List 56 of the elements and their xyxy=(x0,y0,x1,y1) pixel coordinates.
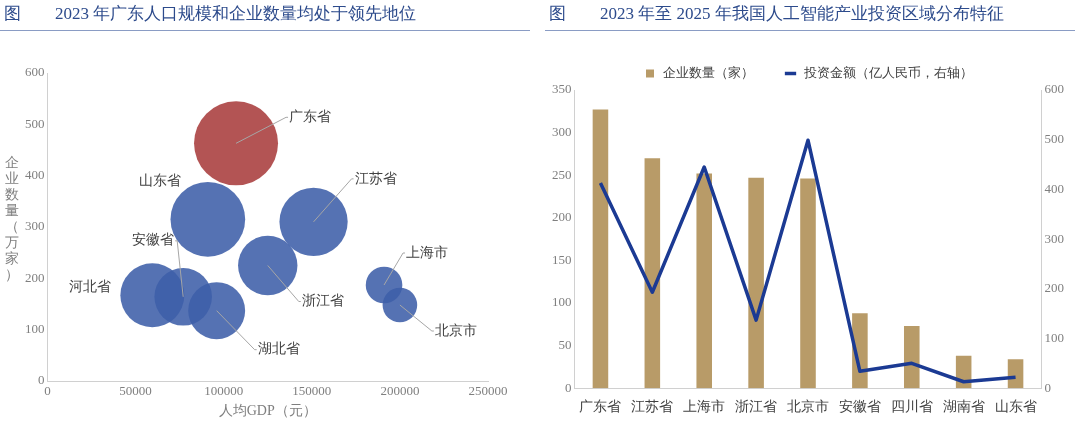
y-tick-label: 100 xyxy=(552,294,572,310)
x-tick-label: 150000 xyxy=(292,383,332,399)
y-tick-label: 200 xyxy=(552,209,572,225)
x-tick-label: 安徽省 xyxy=(838,399,881,415)
bar xyxy=(592,109,609,389)
y2-tick-label: 500 xyxy=(1044,131,1064,147)
y-tick-label: 400 xyxy=(25,167,45,183)
y-axis-title: 企业数量（万家） xyxy=(5,154,19,282)
y-tick-label: 350 xyxy=(552,81,572,97)
bar xyxy=(748,177,764,389)
y2-tick-label: 100 xyxy=(1044,329,1064,345)
y2-tick-label: 400 xyxy=(1044,180,1064,196)
series-label: 江苏省 xyxy=(354,170,397,186)
x-tick-label: 江苏省 xyxy=(631,399,674,415)
x-tick-label: 山东省 xyxy=(994,399,1037,415)
y-tick-label: 100 xyxy=(25,321,45,337)
x-axis-title: 人均GDP（元） xyxy=(218,402,317,418)
series-label: 北京市 xyxy=(434,322,477,338)
bar xyxy=(903,326,920,389)
bar xyxy=(696,173,713,389)
x-tick-label: 250000 xyxy=(468,383,508,399)
series-label: 湖北省 xyxy=(257,341,300,357)
y2-tick-label: 300 xyxy=(1044,230,1064,246)
y-tick-label: 50 xyxy=(558,337,572,353)
y2-tick-label: 200 xyxy=(1044,280,1064,296)
series-label: 广东省 xyxy=(289,109,332,124)
x-tick-label: 北京市 xyxy=(787,399,829,415)
y-tick-label: 250 xyxy=(552,166,572,182)
chart-title: 图 2023 年广东人口规模和企业数量均处于领先地位 xyxy=(0,0,530,31)
y-tick-label: 500 xyxy=(25,115,45,131)
x-tick-label: 湖南省 xyxy=(942,399,985,415)
y-tick-label: 0 xyxy=(38,372,45,388)
x-tick-label: 200000 xyxy=(380,383,420,399)
series-label: 上海市 xyxy=(406,244,449,260)
legend-label: 企业数量（家） xyxy=(663,64,754,80)
x-tick-label: 50000 xyxy=(119,383,152,399)
bar xyxy=(644,158,661,389)
x-tick-label: 四川省 xyxy=(890,399,933,415)
x-tick-label: 100000 xyxy=(204,383,244,399)
x-tick-label: 上海市 xyxy=(683,399,726,415)
series-label: 山东省 xyxy=(138,172,181,188)
y-tick-label: 300 xyxy=(552,124,572,140)
x-tick-label: 广东省 xyxy=(579,399,622,415)
y-tick-label: 300 xyxy=(25,218,45,234)
series-label: 安徽省 xyxy=(132,232,175,248)
y-tick-label: 600 xyxy=(25,64,45,80)
bar xyxy=(800,178,816,389)
legend-label: 投资金额（亿人民币，右轴） xyxy=(802,64,973,80)
x-tick-label: 浙江省 xyxy=(735,399,778,415)
series-label: 浙江省 xyxy=(301,293,344,309)
y-tick-label: 150 xyxy=(552,251,572,267)
y-tick-label: 200 xyxy=(25,269,45,285)
chart-title: 图 2023 年至 2025 年我国人工智能产业投资区域分布特征 xyxy=(545,0,1075,31)
y2-tick-label: 600 xyxy=(1044,81,1064,97)
bar xyxy=(1007,359,1024,389)
series-label: 河北省 xyxy=(69,278,112,294)
